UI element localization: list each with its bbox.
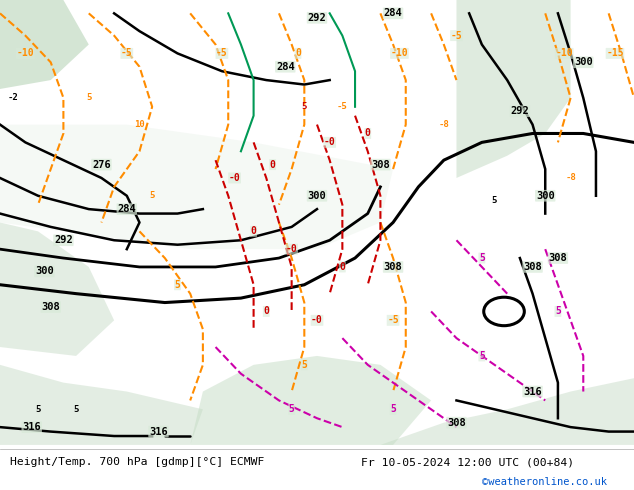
Text: -5: -5 xyxy=(387,316,399,325)
Text: 5: 5 xyxy=(492,196,497,205)
Text: 300: 300 xyxy=(35,267,54,276)
Text: 308: 308 xyxy=(523,262,542,272)
Text: 5: 5 xyxy=(36,405,41,414)
Text: 308: 308 xyxy=(41,302,60,312)
Text: Height/Temp. 700 hPa [gdmp][°C] ECMWF: Height/Temp. 700 hPa [gdmp][°C] ECMWF xyxy=(10,457,264,467)
Text: 10: 10 xyxy=(134,120,145,129)
Text: ©weatheronline.co.uk: ©weatheronline.co.uk xyxy=(482,477,607,487)
Text: 308: 308 xyxy=(384,262,403,272)
Polygon shape xyxy=(0,222,114,356)
Text: 284: 284 xyxy=(117,204,136,214)
Text: 292: 292 xyxy=(54,235,73,245)
Text: 0: 0 xyxy=(295,49,301,58)
Text: -8: -8 xyxy=(439,120,449,129)
Text: 5: 5 xyxy=(74,405,79,414)
Polygon shape xyxy=(0,124,393,249)
Text: 0: 0 xyxy=(365,128,371,139)
Text: 308: 308 xyxy=(447,417,466,428)
Text: 292: 292 xyxy=(307,13,327,23)
Text: 5: 5 xyxy=(86,94,91,102)
Text: 276: 276 xyxy=(92,160,111,170)
Text: 5: 5 xyxy=(479,253,485,263)
Text: -5: -5 xyxy=(451,30,462,41)
Text: 5: 5 xyxy=(302,102,307,111)
Text: 308: 308 xyxy=(371,160,390,170)
Text: 316: 316 xyxy=(523,387,542,396)
Text: -5: -5 xyxy=(121,49,133,58)
Text: 316: 316 xyxy=(149,427,168,437)
Text: 284: 284 xyxy=(384,8,403,18)
Text: Fr 10-05-2024 12:00 UTC (00+84): Fr 10-05-2024 12:00 UTC (00+84) xyxy=(361,457,574,467)
Text: 5: 5 xyxy=(288,404,295,415)
Text: 284: 284 xyxy=(276,62,295,72)
Polygon shape xyxy=(456,0,571,178)
Text: 5: 5 xyxy=(174,280,181,290)
Text: 300: 300 xyxy=(536,191,555,201)
Text: -10: -10 xyxy=(16,49,34,58)
Text: -15: -15 xyxy=(606,49,624,58)
Text: 292: 292 xyxy=(510,106,529,116)
Text: 300: 300 xyxy=(574,57,593,67)
Text: 5: 5 xyxy=(390,404,396,415)
Text: 0: 0 xyxy=(339,262,346,272)
Text: 5: 5 xyxy=(555,306,561,317)
Text: 5: 5 xyxy=(479,351,485,361)
Text: 5: 5 xyxy=(301,360,307,370)
Text: -5: -5 xyxy=(337,102,347,111)
Text: 0: 0 xyxy=(263,306,269,317)
Polygon shape xyxy=(380,378,634,445)
Text: 316: 316 xyxy=(22,422,41,432)
Text: -2: -2 xyxy=(8,94,18,102)
Text: -0: -0 xyxy=(229,173,240,183)
Polygon shape xyxy=(0,365,203,445)
Text: -5: -5 xyxy=(216,49,228,58)
Text: 5: 5 xyxy=(150,191,155,200)
Text: -8: -8 xyxy=(566,173,576,182)
Text: 300: 300 xyxy=(307,191,327,201)
Text: 0: 0 xyxy=(269,160,276,170)
Polygon shape xyxy=(190,356,431,445)
Text: -0: -0 xyxy=(324,137,335,147)
Polygon shape xyxy=(0,0,89,89)
Text: -0: -0 xyxy=(286,244,297,254)
Text: 0: 0 xyxy=(250,226,257,236)
Text: 308: 308 xyxy=(548,253,567,263)
Text: -10: -10 xyxy=(555,49,573,58)
Text: -10: -10 xyxy=(391,49,408,58)
Text: -0: -0 xyxy=(311,316,323,325)
